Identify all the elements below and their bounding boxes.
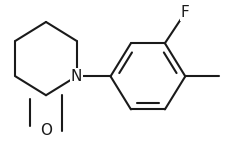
- Text: N: N: [71, 69, 82, 84]
- Text: F: F: [181, 5, 190, 20]
- Text: O: O: [40, 123, 52, 138]
